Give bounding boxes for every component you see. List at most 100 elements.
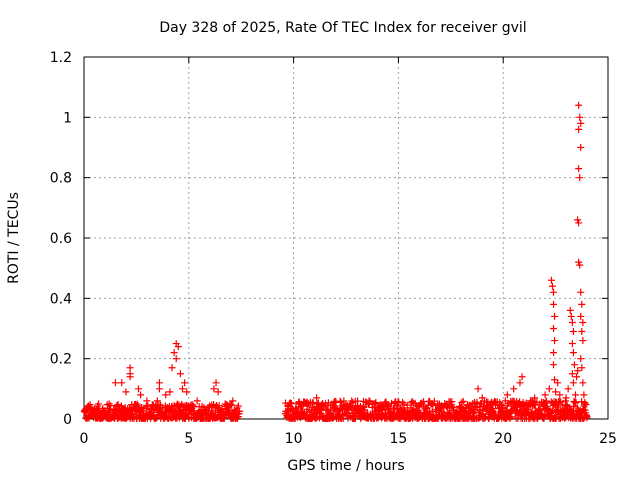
data-point <box>552 388 560 396</box>
data-point <box>309 403 317 411</box>
data-point <box>162 391 170 399</box>
data-point <box>550 300 558 308</box>
data-point <box>536 406 544 414</box>
data-point <box>166 388 174 396</box>
data-point <box>554 379 562 387</box>
data-point <box>576 261 584 269</box>
data-point <box>545 385 553 393</box>
data-point <box>572 391 580 399</box>
data-point <box>183 388 191 396</box>
data-point <box>531 394 539 402</box>
x-tick-label: 25 <box>599 431 617 447</box>
data-point <box>582 401 590 409</box>
data-point <box>583 414 591 422</box>
data-point <box>578 364 586 372</box>
chart-title: Day 328 of 2025, Rate Of TEC Index for r… <box>159 20 526 36</box>
data-point <box>111 379 119 387</box>
data-point <box>473 398 481 406</box>
data-point <box>541 391 549 399</box>
data-point <box>170 349 178 357</box>
data-point <box>95 400 103 408</box>
data-point <box>234 402 242 410</box>
y-tick-label: 0.6 <box>50 231 72 247</box>
data-point <box>354 397 362 405</box>
data-point <box>570 361 578 369</box>
data-point <box>143 397 151 405</box>
data-point <box>550 325 558 332</box>
data-point <box>371 400 379 408</box>
data-point <box>459 397 467 405</box>
data-point <box>210 385 218 393</box>
data-point <box>573 373 581 381</box>
data-point <box>229 397 237 405</box>
data-point <box>458 399 466 407</box>
data-point <box>577 144 585 151</box>
data-point <box>579 337 587 345</box>
y-tick-label: 0 <box>63 412 72 428</box>
data-point <box>403 401 411 409</box>
data-point <box>568 370 576 378</box>
data-point <box>577 288 585 296</box>
x-tick-label: 20 <box>494 431 512 447</box>
data-point <box>93 406 101 414</box>
grid <box>84 57 608 419</box>
data-point <box>567 312 575 320</box>
data-point <box>474 385 482 393</box>
data-point <box>155 379 163 387</box>
data-point <box>562 394 570 402</box>
data-point <box>137 391 145 399</box>
data-point <box>415 406 423 414</box>
data-point <box>572 399 580 407</box>
data-point <box>577 119 585 127</box>
data-point <box>126 364 134 372</box>
data-point <box>365 397 373 405</box>
data-point <box>577 312 585 320</box>
data-point <box>114 400 122 408</box>
data-point <box>550 288 558 296</box>
data-point <box>526 397 534 405</box>
data-point <box>575 219 583 227</box>
y-axis-label: ROTI / TECUs <box>6 192 22 284</box>
data-point <box>478 394 486 402</box>
data-point <box>215 402 223 410</box>
data-point <box>86 403 94 411</box>
data-point <box>550 361 558 369</box>
data-point <box>550 349 558 357</box>
data-point <box>579 318 587 326</box>
data-point <box>578 328 586 336</box>
data-point <box>556 391 564 399</box>
data-point <box>126 373 134 381</box>
data-point <box>155 385 163 393</box>
data-point <box>168 364 176 372</box>
x-tick-label: 0 <box>80 431 89 447</box>
data-point <box>153 397 161 405</box>
data-point <box>518 373 526 381</box>
data-point <box>576 174 584 182</box>
data-point <box>501 397 509 405</box>
x-tick-label: 10 <box>285 431 303 447</box>
data-point <box>551 312 559 320</box>
data-point <box>580 391 588 399</box>
data-point <box>569 328 577 336</box>
y-tick-label: 0.4 <box>50 291 72 307</box>
data-point <box>564 385 572 393</box>
x-tick-label: 15 <box>389 431 407 447</box>
data-point <box>447 402 455 410</box>
x-axis-label: GPS time / hours <box>287 458 404 474</box>
data-point <box>557 398 565 406</box>
data-point <box>220 414 228 422</box>
data-point <box>516 379 524 387</box>
data-point <box>394 398 402 406</box>
data-point <box>577 355 585 363</box>
data-point <box>193 397 201 405</box>
data-point <box>181 379 189 387</box>
data-point <box>574 367 582 375</box>
data-point <box>510 385 518 393</box>
data-point <box>551 376 559 384</box>
data-point <box>287 400 295 408</box>
data-point <box>133 400 141 408</box>
data-point <box>551 337 559 345</box>
data-point <box>575 125 583 133</box>
data-point <box>428 408 436 416</box>
data-point <box>448 398 456 406</box>
